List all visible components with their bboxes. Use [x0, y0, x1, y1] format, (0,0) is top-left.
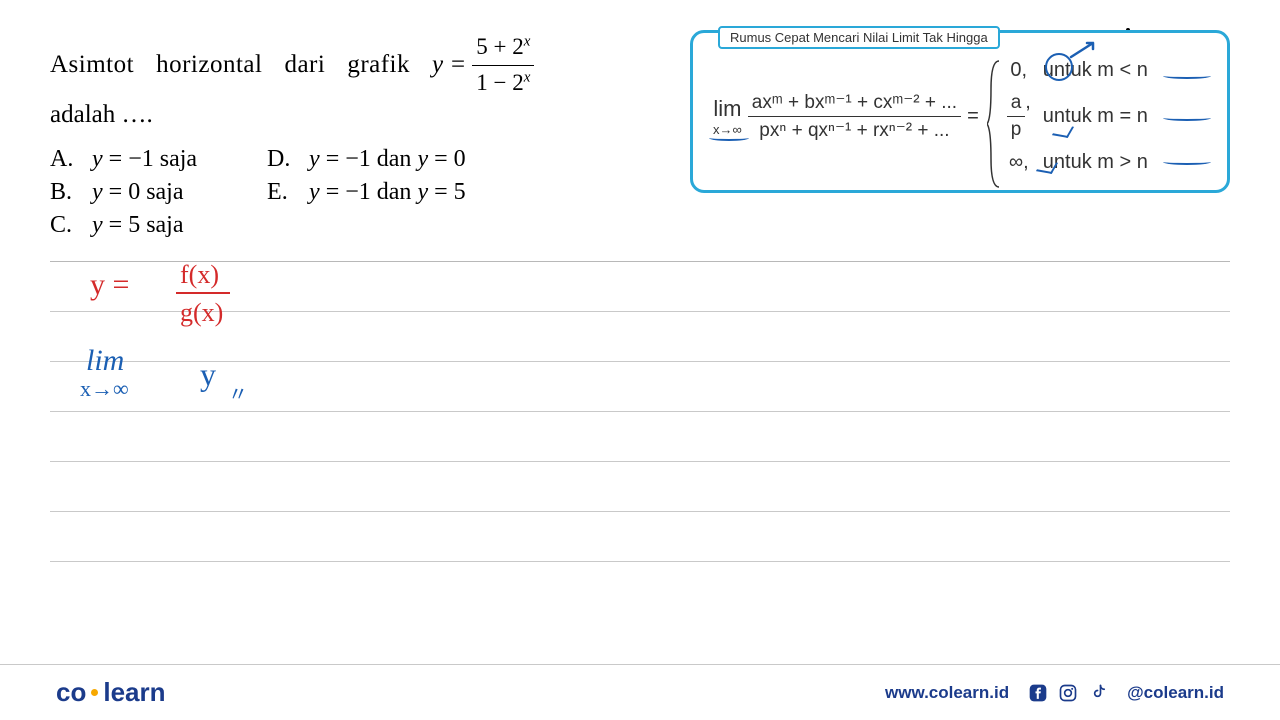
formula-tab: Rumus Cepat Mencari Nilai Limit Tak Hing… — [718, 26, 1000, 49]
logo: co learn — [56, 677, 166, 708]
opt-label: B. — [50, 179, 76, 206]
social-icons — [1027, 682, 1109, 704]
q-word: Asimtot — [50, 46, 134, 84]
hw-ticks: 〃 — [228, 378, 248, 407]
q-word: horizontal — [156, 46, 262, 84]
hw-fx: f(x) — [180, 260, 219, 290]
opt-text: = 5 saja — [103, 212, 184, 238]
opt-label: C. — [50, 212, 76, 239]
case-val: 0, — [1005, 59, 1033, 82]
hw-frac-bar — [176, 292, 230, 294]
question-area: Asimtot horizontal dari grafik y = 5 + 2… — [50, 30, 1230, 239]
frac-den: pxⁿ + qxⁿ⁻¹ + rxⁿ⁻² + ... — [755, 117, 953, 144]
eq-num-exp: x — [524, 33, 531, 49]
opt-text: y — [92, 146, 103, 172]
option-a: A. y = −1 saja — [50, 146, 197, 173]
case-frac-d: p — [1007, 117, 1026, 143]
eq-den: 1 − 2 — [476, 70, 523, 95]
opt-label: E. — [267, 179, 293, 206]
equals-sign: = — [967, 105, 979, 128]
question-text: Asimtot horizontal dari grafik y = 5 + 2… — [50, 30, 670, 239]
footer: co learn www.colearn.id @colearn.id — [0, 664, 1280, 720]
limit-symbol: lim x→∞ — [713, 96, 742, 137]
eq-num: 5 + 2 — [476, 34, 523, 59]
q-suffix: adalah …. — [50, 96, 153, 134]
case-comma: , — [1025, 91, 1031, 113]
case-row-1: 0, untuk m < n — [1005, 59, 1148, 82]
brace-icon — [987, 59, 1001, 189]
opt-text: y — [92, 212, 103, 238]
hw-arrow-icon — [1069, 39, 1099, 59]
hw-underline — [1163, 159, 1211, 165]
opt-text: y — [309, 146, 320, 172]
eq-den-exp: x — [524, 69, 531, 85]
facebook-icon — [1027, 682, 1049, 704]
logo-dot-icon — [91, 689, 98, 696]
option-c: C. y = 5 saja — [50, 212, 197, 239]
opt-text: = 0 saja — [103, 179, 184, 205]
tiktok-icon — [1087, 682, 1109, 704]
opt-label: D. — [267, 146, 293, 173]
lim-top: lim — [713, 96, 741, 122]
opt-text: y — [417, 179, 428, 205]
hw-lim: lim — [86, 344, 124, 378]
case-row-2: a p , untuk m = n — [1005, 90, 1148, 143]
formula-box: Rumus Cepat Mencari Nilai Limit Tak Hing… — [690, 30, 1230, 193]
footer-handle: @colearn.id — [1127, 683, 1224, 703]
hw-underline — [1163, 115, 1211, 121]
opt-text: y — [417, 146, 428, 172]
hw-y-eq: y = — [90, 268, 129, 302]
opt-text: y — [92, 179, 103, 205]
frac-num: axᵐ + bxᵐ⁻¹ + cxᵐ⁻² + ... — [748, 89, 961, 116]
opt-text: = −1 saja — [103, 146, 197, 172]
opt-label: A. — [50, 146, 76, 173]
instagram-icon — [1057, 682, 1079, 704]
logo-right: learn — [103, 677, 165, 708]
hw-underline — [1163, 73, 1211, 79]
eq-fraction: 5 + 2x 1 − 2x — [472, 30, 534, 100]
footer-url: www.colearn.id — [885, 683, 1009, 703]
case-frac-n: a — [1007, 90, 1026, 116]
formula-border: lim x→∞ axᵐ + bxᵐ⁻¹ + cxᵐ⁻² + ... pxⁿ + … — [690, 30, 1230, 193]
hw-y: y — [200, 356, 216, 393]
q-word: dari — [284, 46, 325, 84]
eq-lhs: y = — [432, 46, 466, 84]
case-val: ∞, — [1005, 151, 1033, 174]
case-cond: untuk m > n — [1043, 151, 1148, 174]
option-b: B. y = 0 saja — [50, 179, 197, 206]
opt-text: = 0 — [428, 146, 466, 172]
option-e: E. y = −1 dan y = 5 — [267, 179, 466, 206]
opt-text: = 5 — [428, 179, 466, 205]
opt-text: y — [309, 179, 320, 205]
hw-underline — [709, 135, 749, 141]
q-word: grafik — [347, 46, 410, 84]
opt-text: = −1 dan — [320, 179, 418, 205]
hw-lim-sub: x→∞ — [80, 376, 129, 402]
hw-gx: g(x) — [180, 298, 223, 328]
logo-left: co — [56, 677, 86, 708]
options: A. y = −1 saja B. y = 0 saja C. y = 5 sa… — [50, 146, 670, 239]
limit-fraction: axᵐ + bxᵐ⁻¹ + cxᵐ⁻² + ... pxⁿ + qxⁿ⁻¹ + … — [748, 89, 961, 144]
footer-right: www.colearn.id @colearn.id — [885, 682, 1224, 704]
case-row-3: ∞, untuk m > n — [1005, 151, 1148, 174]
option-d: D. y = −1 dan y = 0 — [267, 146, 466, 173]
ruled-area: y = f(x) g(x) lim x→∞ y 〃 — [50, 262, 1230, 562]
opt-text: = −1 dan — [320, 146, 418, 172]
